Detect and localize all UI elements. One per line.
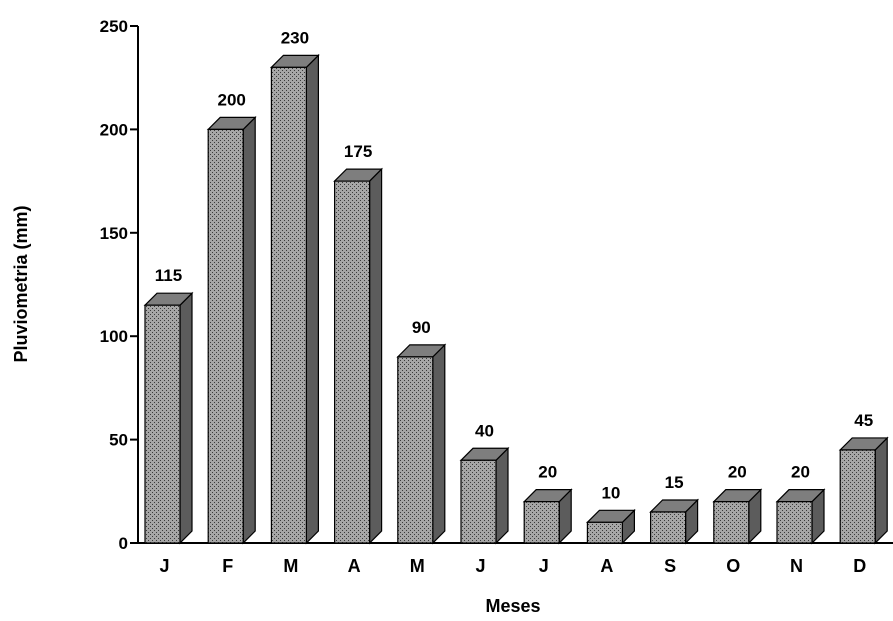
- bar-side-face: [369, 167, 383, 545]
- bar-front-face: [207, 128, 244, 544]
- bar: [585, 508, 636, 545]
- bar: [206, 115, 257, 545]
- bar-value-label: 230: [281, 28, 309, 47]
- bar-value-label: 175: [344, 142, 372, 161]
- y-tick-label: 100: [100, 327, 128, 346]
- bars: [143, 53, 889, 545]
- bar-front-face: [523, 501, 560, 544]
- y-tick-label: 50: [109, 431, 128, 450]
- y-tick-label: 200: [100, 120, 128, 139]
- y-tick-label: 150: [100, 224, 128, 243]
- x-axis-title: Meses: [485, 596, 540, 616]
- bar: [396, 343, 447, 545]
- x-tick-label: M: [283, 556, 298, 576]
- bar-front-face: [839, 449, 876, 544]
- bar: [649, 498, 700, 545]
- bar-side-face: [432, 343, 446, 545]
- bar-front-face: [649, 511, 687, 544]
- x-tick-label: D: [853, 556, 866, 576]
- y-axis-title: Pluviometria (mm): [11, 205, 31, 362]
- bar-value-label: 40: [475, 421, 494, 440]
- bar-value-label: 200: [218, 90, 246, 109]
- bar: [143, 291, 194, 545]
- bar-front-face: [397, 356, 434, 544]
- x-tick-label: J: [475, 556, 485, 576]
- bar-value-label: 20: [538, 463, 557, 482]
- bar-front-face: [334, 180, 371, 544]
- x-tick-label: F: [222, 556, 233, 576]
- bar-value-label: 45: [854, 411, 873, 430]
- x-tick-label: O: [726, 556, 740, 576]
- bar-side-face: [242, 115, 256, 545]
- bar-front-face: [270, 66, 307, 544]
- bar-value-label: 20: [791, 463, 810, 482]
- bar: [712, 488, 763, 545]
- x-tick-label: M: [410, 556, 425, 576]
- x-tick-label: J: [539, 556, 549, 576]
- bar: [775, 488, 826, 545]
- bar-side-face: [179, 291, 193, 545]
- x-tick-label: N: [790, 556, 803, 576]
- bar: [838, 436, 889, 545]
- bar-value-label: 90: [412, 318, 431, 337]
- y-ticks: 0 50 100 150 200 250: [100, 17, 138, 553]
- bar-value-label: 20: [728, 463, 747, 482]
- x-tick-label: S: [664, 556, 676, 576]
- bar-front-face: [776, 501, 813, 544]
- y-tick-label: 250: [100, 17, 128, 36]
- bar-front-face: [713, 501, 750, 544]
- y-tick-label: 0: [119, 534, 128, 553]
- bar-value-label: 10: [601, 483, 620, 502]
- bar-front-face: [586, 521, 624, 544]
- x-tick-label: A: [600, 556, 613, 576]
- data-labels: 115 200 230 175 90 40 20 10 15 20 20 45: [155, 28, 873, 502]
- bar-value-label: 115: [155, 266, 182, 285]
- bar-side-face: [874, 436, 888, 545]
- bar-front-face: [144, 304, 181, 544]
- bar: [459, 446, 510, 545]
- x-tick-label: J: [159, 556, 169, 576]
- bar: [333, 167, 384, 545]
- bar: [522, 488, 573, 545]
- bar-side-face: [495, 446, 509, 545]
- bar-front-face: [460, 459, 497, 544]
- bar: [269, 53, 320, 545]
- bar-side-face: [305, 53, 319, 545]
- x-tick-label: A: [348, 556, 361, 576]
- bar-value-label: 15: [665, 473, 684, 492]
